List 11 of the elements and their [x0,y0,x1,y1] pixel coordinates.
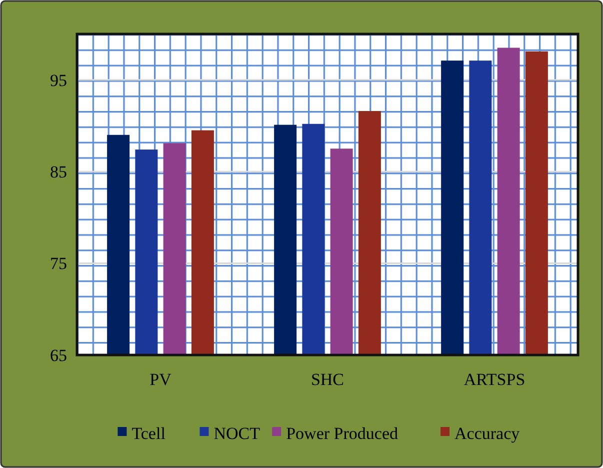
y-tick-label: 75 [50,254,67,274]
x-tick-label: ARTSPS [464,370,526,389]
y-tick-label: 85 [50,162,67,182]
x-tick-label: SHC [310,370,344,389]
x-tick-label: PV [150,370,172,389]
y-tick-label: 95 [50,70,67,90]
legend-label: Tcell [132,424,166,443]
y-tick-label: 65 [50,346,67,365]
legend-label: NOCT [214,424,261,443]
legend-label: Power Produced [286,424,398,443]
legend-label: Accuracy [454,424,520,443]
